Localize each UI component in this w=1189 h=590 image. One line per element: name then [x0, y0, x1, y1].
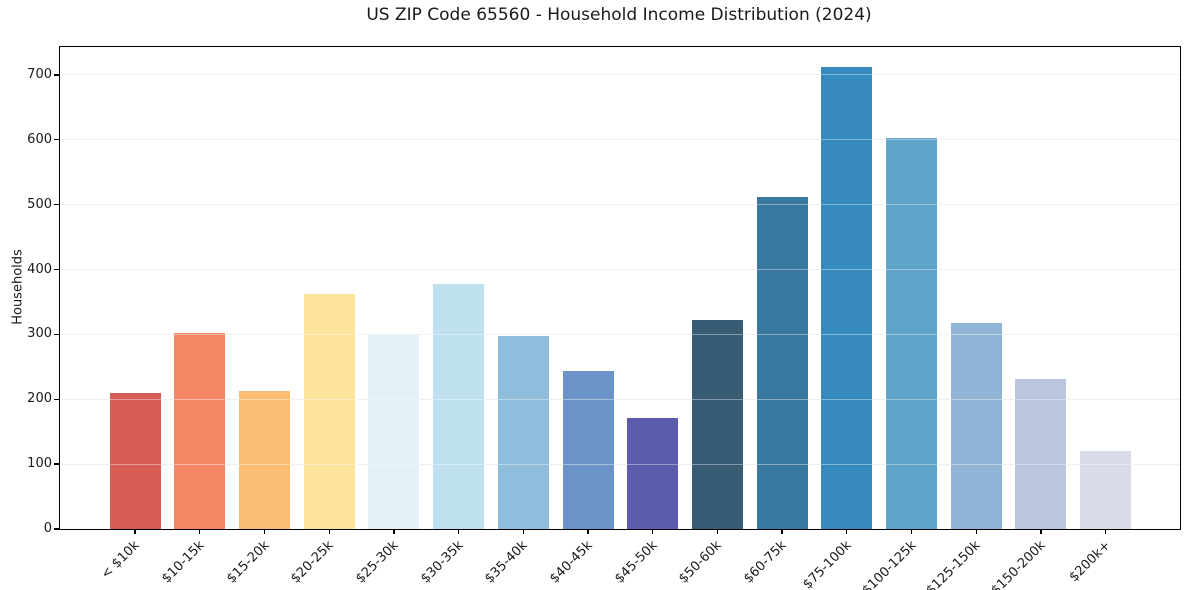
gridline — [60, 463, 1180, 465]
bar--30-35k — [433, 284, 485, 529]
y-tick-label: 300 — [27, 326, 52, 342]
y-axis-tick — [54, 333, 59, 336]
gridline — [60, 333, 1180, 335]
x-axis-tick — [199, 529, 201, 534]
y-axis-tick — [54, 463, 59, 465]
x-axis-tick — [781, 529, 783, 534]
x-axis-tick — [393, 529, 395, 534]
bar--10-15k — [174, 333, 226, 529]
bar--10k — [109, 393, 161, 529]
x-axis-tick — [716, 529, 719, 534]
x-axis-tick — [587, 529, 589, 534]
chart-title: US ZIP Code 65560 - Household Income Dis… — [366, 5, 872, 25]
gridline-overlay — [60, 204, 1180, 206]
bar--20-25k — [303, 294, 355, 529]
gridline — [60, 204, 1180, 206]
bar--35-40k — [497, 336, 549, 529]
x-axis-tick — [652, 529, 654, 534]
gridline-overlay — [60, 74, 1180, 76]
bar--60-75k — [756, 196, 808, 529]
y-tick-label: 100 — [27, 456, 52, 472]
bar--40-45k — [562, 371, 614, 529]
gridline-overlay — [60, 333, 1180, 335]
gridline-overlay — [60, 463, 1180, 465]
gridline-overlay — [60, 139, 1180, 141]
bar--45-50k — [627, 418, 679, 529]
gridline — [60, 269, 1180, 271]
bar--200k+ — [1080, 451, 1132, 529]
x-axis-tick — [975, 529, 977, 534]
x-axis-tick — [1040, 529, 1042, 534]
gridline-overlay — [60, 269, 1180, 271]
gridline-overlay — [60, 398, 1180, 400]
y-axis-tick — [54, 74, 59, 76]
x-axis-tick — [846, 529, 848, 534]
bar--15-20k — [239, 390, 290, 529]
y-tick-label: 0 — [43, 521, 52, 536]
y-tick-label: 200 — [27, 391, 52, 407]
gridline — [60, 398, 1180, 400]
bar--75-100k — [821, 67, 873, 529]
bar--100-125k — [886, 138, 937, 529]
gridline — [60, 139, 1180, 141]
plot-area: 0 100 200 300 400 500 600 700 < $10k $10-15k $15-2… — [27, 46, 1181, 590]
x-axis-tick — [457, 529, 460, 534]
bar--150-200k — [1015, 379, 1067, 529]
bar--125-150k — [950, 322, 1002, 529]
y-axis-tick — [54, 203, 59, 206]
y-axis-tick — [54, 268, 59, 271]
x-axis-tick — [263, 529, 266, 534]
y-tick-label: 700 — [27, 66, 52, 82]
y-tick-label: 600 — [27, 131, 52, 147]
bar--25-30k — [368, 333, 420, 529]
x-axis-tick — [134, 529, 136, 534]
y-tick-label: 400 — [27, 261, 52, 277]
y-axis-tick — [54, 139, 59, 141]
x-tick-label: < $10k — [98, 538, 143, 583]
y-tick-label: 500 — [27, 196, 52, 212]
y-axis-tick — [54, 528, 59, 530]
x-axis-tick — [522, 529, 524, 534]
x-axis-tick — [910, 529, 913, 534]
gridline — [60, 74, 1180, 76]
y-axis-tick — [54, 398, 59, 400]
x-axis-tick — [1104, 529, 1107, 534]
x-axis-tick — [328, 529, 330, 534]
bar--50-60k — [691, 320, 743, 529]
